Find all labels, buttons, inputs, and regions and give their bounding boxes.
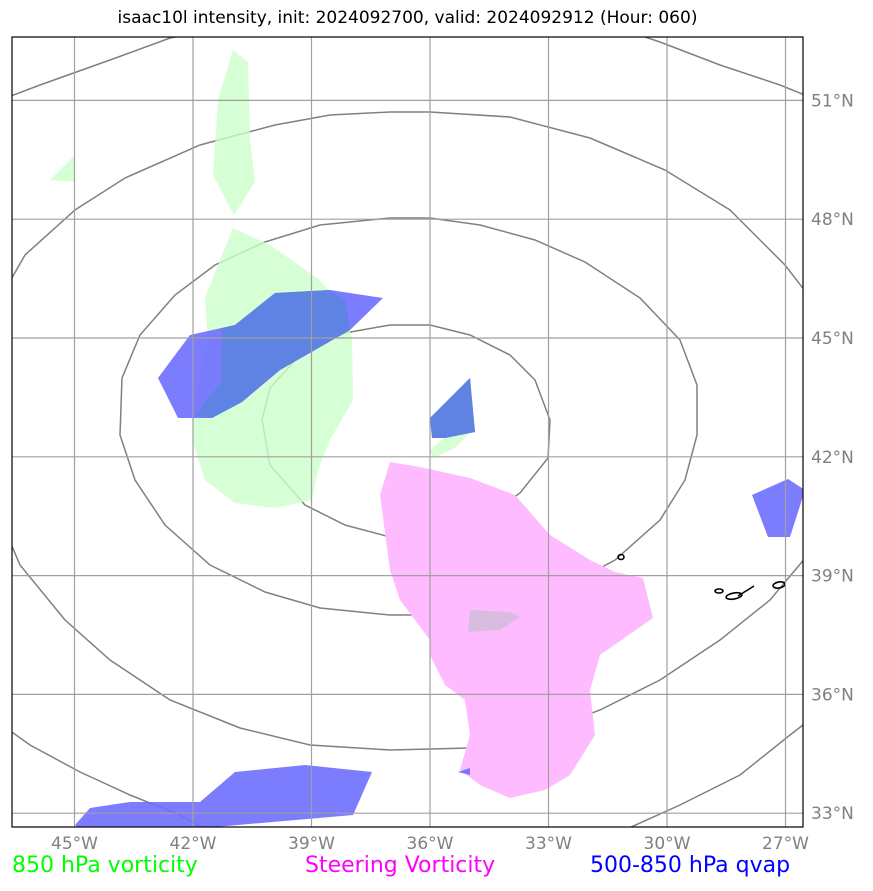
longitude-tick-label: 39°W bbox=[288, 834, 335, 854]
longitude-tick-label: 42°W bbox=[170, 834, 217, 854]
latitude-tick-labels: 51°N 48°N 45°N 42°N 39°N 36°N 33°N bbox=[811, 91, 854, 824]
latitude-tick-label: 42°N bbox=[811, 448, 854, 468]
range-ring-4 bbox=[12, 37, 803, 97]
longitude-tick-label: 33°W bbox=[525, 834, 572, 854]
azores-islands bbox=[617, 553, 786, 601]
map-frame bbox=[11, 36, 804, 828]
steering-vorticity-fill bbox=[380, 462, 653, 798]
latitude-tick-label: 33°N bbox=[811, 804, 854, 824]
map-gridlines bbox=[12, 37, 803, 827]
legend-qvap: 500-850 hPa qvap bbox=[590, 853, 791, 878]
latitude-tick-label: 36°N bbox=[811, 685, 854, 705]
range-rings bbox=[12, 37, 803, 827]
latitude-tick-label: 51°N bbox=[811, 91, 854, 111]
map-plot-area bbox=[12, 37, 803, 827]
legend-vorticity-850: 850 hPa vorticity bbox=[12, 853, 198, 878]
map-title: isaac10l intensity, init: 2024092700, va… bbox=[117, 8, 698, 28]
longitude-tick-label: 45°W bbox=[51, 834, 98, 854]
legend-steering-vorticity: Steering Vorticity bbox=[305, 853, 496, 878]
range-ring-3 bbox=[12, 111, 803, 751]
range-ring-6 bbox=[629, 724, 803, 827]
longitude-tick-label: 30°W bbox=[644, 834, 691, 854]
latitude-tick-label: 45°N bbox=[811, 329, 854, 349]
vorticity-850-fill bbox=[50, 50, 472, 508]
longitude-tick-label: 36°W bbox=[407, 834, 454, 854]
longitude-tick-label: 27°W bbox=[762, 834, 809, 854]
latitude-tick-label: 48°N bbox=[811, 210, 854, 230]
latitude-tick-label: 39°N bbox=[811, 567, 854, 587]
longitude-tick-labels: 45°W 42°W 39°W 36°W 33°W 30°W 27°W bbox=[51, 834, 809, 854]
